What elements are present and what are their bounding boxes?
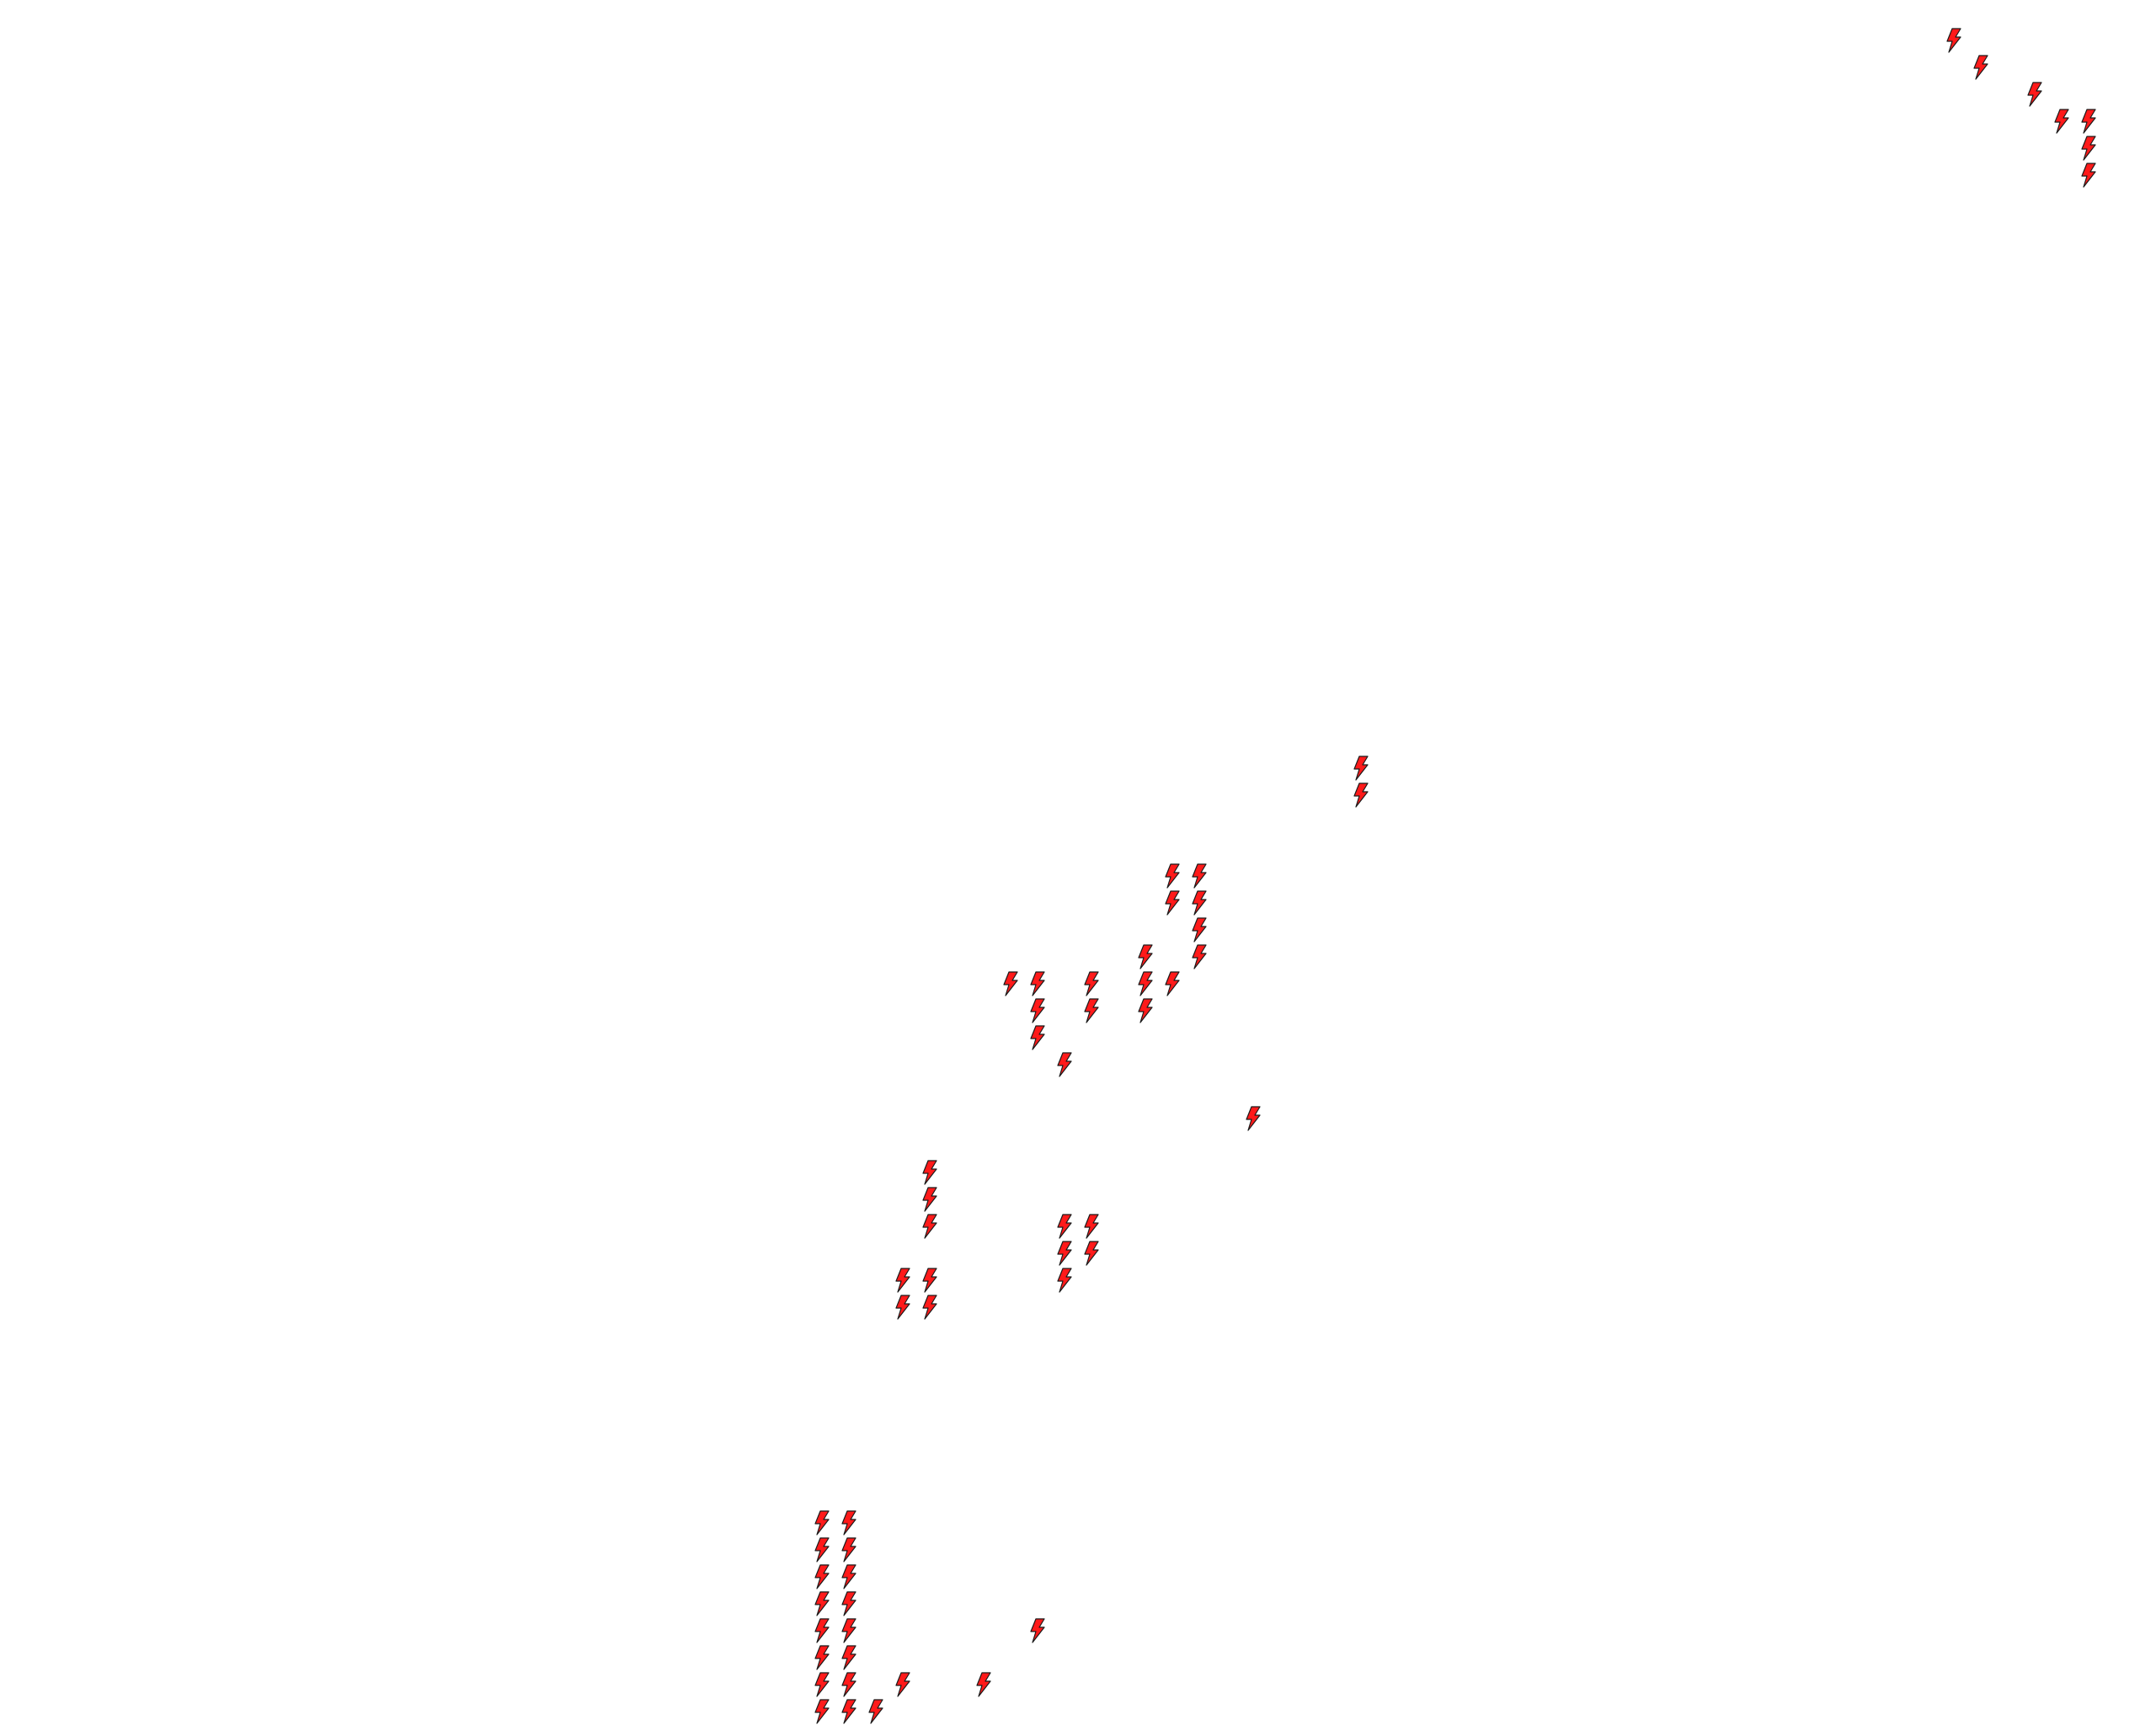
lightning-bolt-icon	[916, 1213, 943, 1240]
lightning-bolt-icon	[808, 1644, 835, 1671]
lightning-bolt-icon	[1186, 943, 1213, 970]
lightning-bolt-icon	[1186, 889, 1213, 916]
lightning-bolt-icon	[1024, 970, 1051, 997]
lightning-bolt-icon	[835, 1644, 862, 1671]
lightning-bolt-icon	[916, 1186, 943, 1213]
lightning-bolt-icon	[1940, 27, 1967, 54]
lightning-bolt-icon	[889, 1671, 916, 1698]
lightning-bolt-icon	[1078, 970, 1105, 997]
lightning-bolt-icon	[1159, 889, 1186, 916]
lightning-bolt-icon	[889, 1294, 916, 1321]
lightning-bolt-icon	[1186, 862, 1213, 889]
lightning-bolt-icon	[1078, 1240, 1105, 1267]
lightning-bolt-icon	[808, 1536, 835, 1563]
lightning-bolt-icon	[1348, 755, 1374, 782]
lightning-bolt-icon	[835, 1509, 862, 1536]
lightning-bolt-icon	[835, 1536, 862, 1563]
lightning-bolt-icon	[1024, 997, 1051, 1024]
lightning-bolt-icon	[889, 1267, 916, 1294]
lightning-bolt-icon	[916, 1159, 943, 1186]
lightning-bolt-icon	[1078, 997, 1105, 1024]
lightning-bolt-icon	[835, 1563, 862, 1590]
lightning-bolt-icon	[1051, 1267, 1078, 1294]
lightning-bolt-icon	[970, 1671, 997, 1698]
lightning-bolt-icon	[808, 1671, 835, 1698]
lightning-bolt-icon	[1051, 1240, 1078, 1267]
lightning-bolt-icon	[916, 1294, 943, 1321]
lightning-bolt-icon	[1186, 916, 1213, 943]
lightning-bolt-icon	[1159, 862, 1186, 889]
lightning-bolt-icon	[808, 1509, 835, 1536]
lightning-bolt-icon	[2075, 135, 2102, 162]
lightning-bolt-icon	[1132, 943, 1159, 970]
lightning-bolt-icon	[808, 1617, 835, 1644]
lightning-bolt-icon	[1024, 1617, 1051, 1644]
lightning-bolt-icon	[2021, 81, 2048, 108]
lightning-bolt-icon	[1240, 1105, 1267, 1132]
lightning-bolt-icon	[808, 1590, 835, 1617]
lightning-bolt-icon	[1132, 997, 1159, 1024]
lightning-bolt-icon	[862, 1698, 889, 1725]
lightning-bolt-icon	[1132, 970, 1159, 997]
lightning-bolt-icon	[808, 1698, 835, 1725]
lightning-bolt-icon	[835, 1671, 862, 1698]
lightning-bolt-icon	[1159, 970, 1186, 997]
lightning-bolt-icon	[835, 1617, 862, 1644]
lightning-bolt-icon	[1348, 782, 1374, 809]
lightning-bolt-icon	[997, 970, 1024, 997]
lightning-bolt-icon	[1051, 1051, 1078, 1078]
lightning-bolt-icon	[1078, 1213, 1105, 1240]
lightning-bolt-icon	[808, 1563, 835, 1590]
lightning-bolt-icon	[1051, 1213, 1078, 1240]
lightning-bolt-icon	[2075, 108, 2102, 135]
lightning-bolt-icon	[835, 1590, 862, 1617]
lightning-bolt-icon	[2075, 162, 2102, 189]
lightning-bolt-icon	[916, 1267, 943, 1294]
lightning-bolt-icon	[1024, 1024, 1051, 1051]
lightning-bolt-icon	[1967, 54, 1994, 81]
lightning-bolt-icon	[835, 1698, 862, 1725]
lightning-bolt-icon	[2048, 108, 2075, 135]
